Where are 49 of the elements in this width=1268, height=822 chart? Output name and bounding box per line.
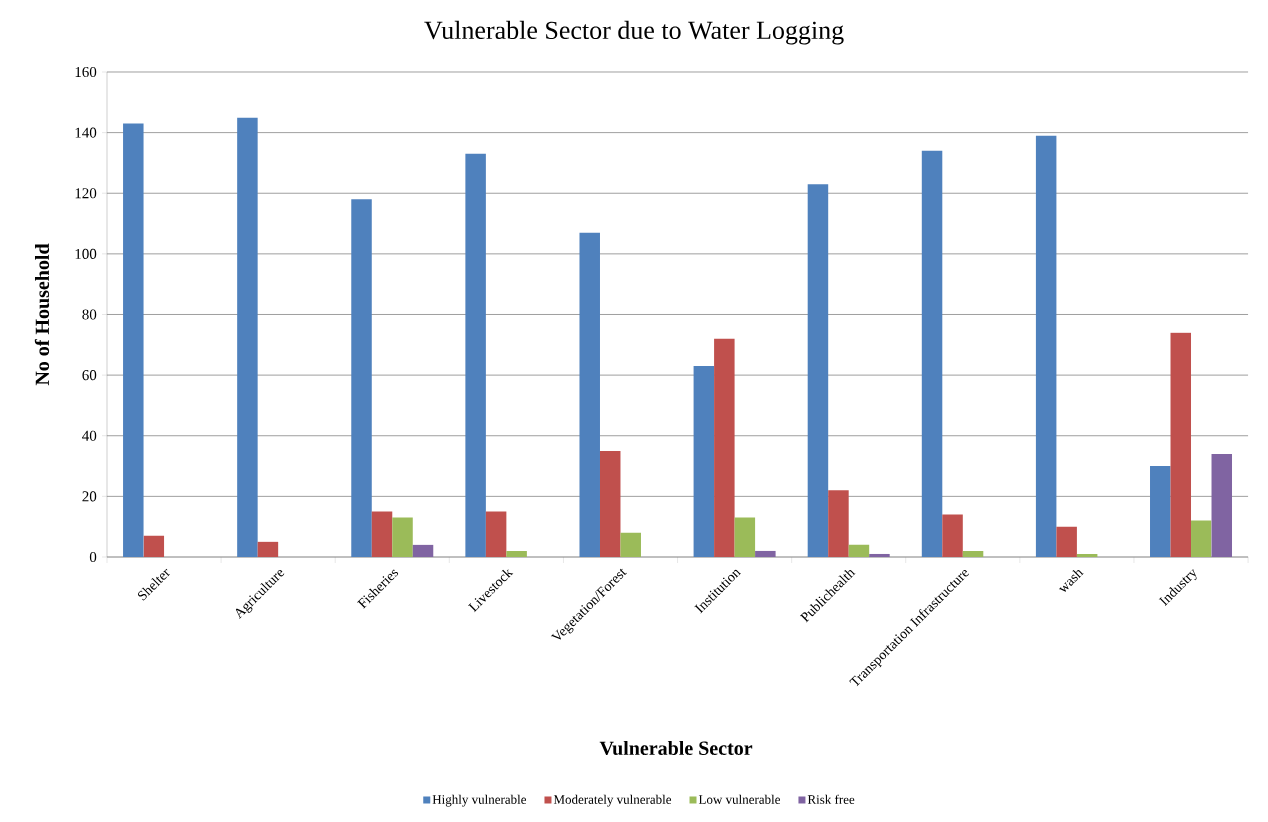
y-tick-label: 120 [75, 188, 97, 199]
bar [848, 544, 870, 557]
y-tick-label: 140 [75, 127, 97, 138]
bar [807, 184, 829, 557]
legend-label: Low vulnerable [698, 794, 780, 804]
bar [1056, 526, 1077, 557]
y-tick-label: 160 [75, 66, 97, 78]
y-tick-label: 40 [82, 430, 97, 441]
bar [1076, 553, 1098, 557]
x-axis-title: Vulnerable Sector [599, 740, 753, 756]
legend-label: Risk free [807, 794, 855, 804]
bar [620, 532, 641, 557]
bar [734, 517, 756, 557]
bar [921, 150, 943, 557]
bar [506, 550, 527, 557]
bar [1191, 520, 1212, 557]
bar [579, 232, 600, 557]
bar [371, 511, 393, 557]
y-tick-label: 80 [82, 309, 97, 320]
bar [392, 517, 413, 557]
bar [257, 541, 279, 557]
bar [755, 550, 776, 557]
bar [942, 514, 963, 557]
bar [599, 450, 621, 557]
bar [962, 550, 984, 557]
bar [485, 511, 507, 557]
bar [1150, 466, 1171, 557]
chart-title: Vulnerable Sector due to Water Logging [424, 20, 844, 45]
bar [1211, 453, 1233, 557]
bar [869, 553, 890, 557]
bar [123, 123, 144, 557]
y-tick-label: 20 [82, 491, 97, 502]
bar [1170, 332, 1192, 557]
legend-label: Moderately vulnerable [553, 794, 672, 807]
y-axis-title: No of Household [34, 243, 50, 386]
bar [828, 490, 849, 557]
bar [351, 199, 372, 557]
bar [412, 544, 434, 557]
y-tick-label: 100 [75, 248, 97, 259]
bar [143, 535, 165, 557]
bar [237, 117, 258, 557]
legend-label: Highly vulnerable [432, 794, 527, 807]
y-tick-label: 60 [82, 370, 97, 381]
bar [465, 153, 486, 557]
bar [1035, 135, 1057, 557]
bar [693, 366, 715, 557]
x-tick-label: wash [1058, 569, 1084, 592]
y-tick-label: 0 [89, 551, 97, 563]
bar [714, 338, 735, 557]
